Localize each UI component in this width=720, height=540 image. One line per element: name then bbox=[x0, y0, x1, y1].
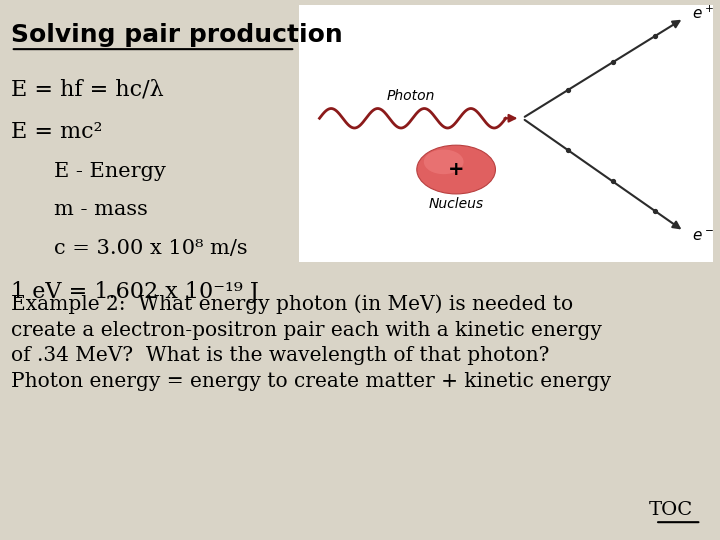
Bar bbox=[299, 5, 713, 262]
Text: E = hf = hc/λ: E = hf = hc/λ bbox=[11, 78, 163, 100]
Text: $e^+$: $e^+$ bbox=[692, 4, 714, 22]
Text: E - Energy: E - Energy bbox=[54, 162, 166, 181]
Text: Example 2:  What energy photon (in MeV) is needed to
create a electron-positron : Example 2: What energy photon (in MeV) i… bbox=[11, 294, 611, 391]
Text: +: + bbox=[448, 160, 464, 179]
Circle shape bbox=[417, 145, 495, 194]
Text: E = mc²: E = mc² bbox=[11, 122, 102, 144]
Text: $e^-$: $e^-$ bbox=[692, 229, 714, 244]
Text: m - mass: m - mass bbox=[54, 200, 148, 219]
Text: Nucleus: Nucleus bbox=[428, 197, 484, 211]
Text: c = 3.00 x 10⁸ m/s: c = 3.00 x 10⁸ m/s bbox=[54, 239, 248, 258]
Text: Photon: Photon bbox=[387, 90, 435, 104]
Circle shape bbox=[424, 150, 464, 174]
Text: Solving pair production: Solving pair production bbox=[11, 23, 343, 47]
Text: TOC: TOC bbox=[649, 502, 693, 519]
Text: 1 eV = 1.602 x 10⁻¹⁹ J: 1 eV = 1.602 x 10⁻¹⁹ J bbox=[11, 281, 258, 303]
